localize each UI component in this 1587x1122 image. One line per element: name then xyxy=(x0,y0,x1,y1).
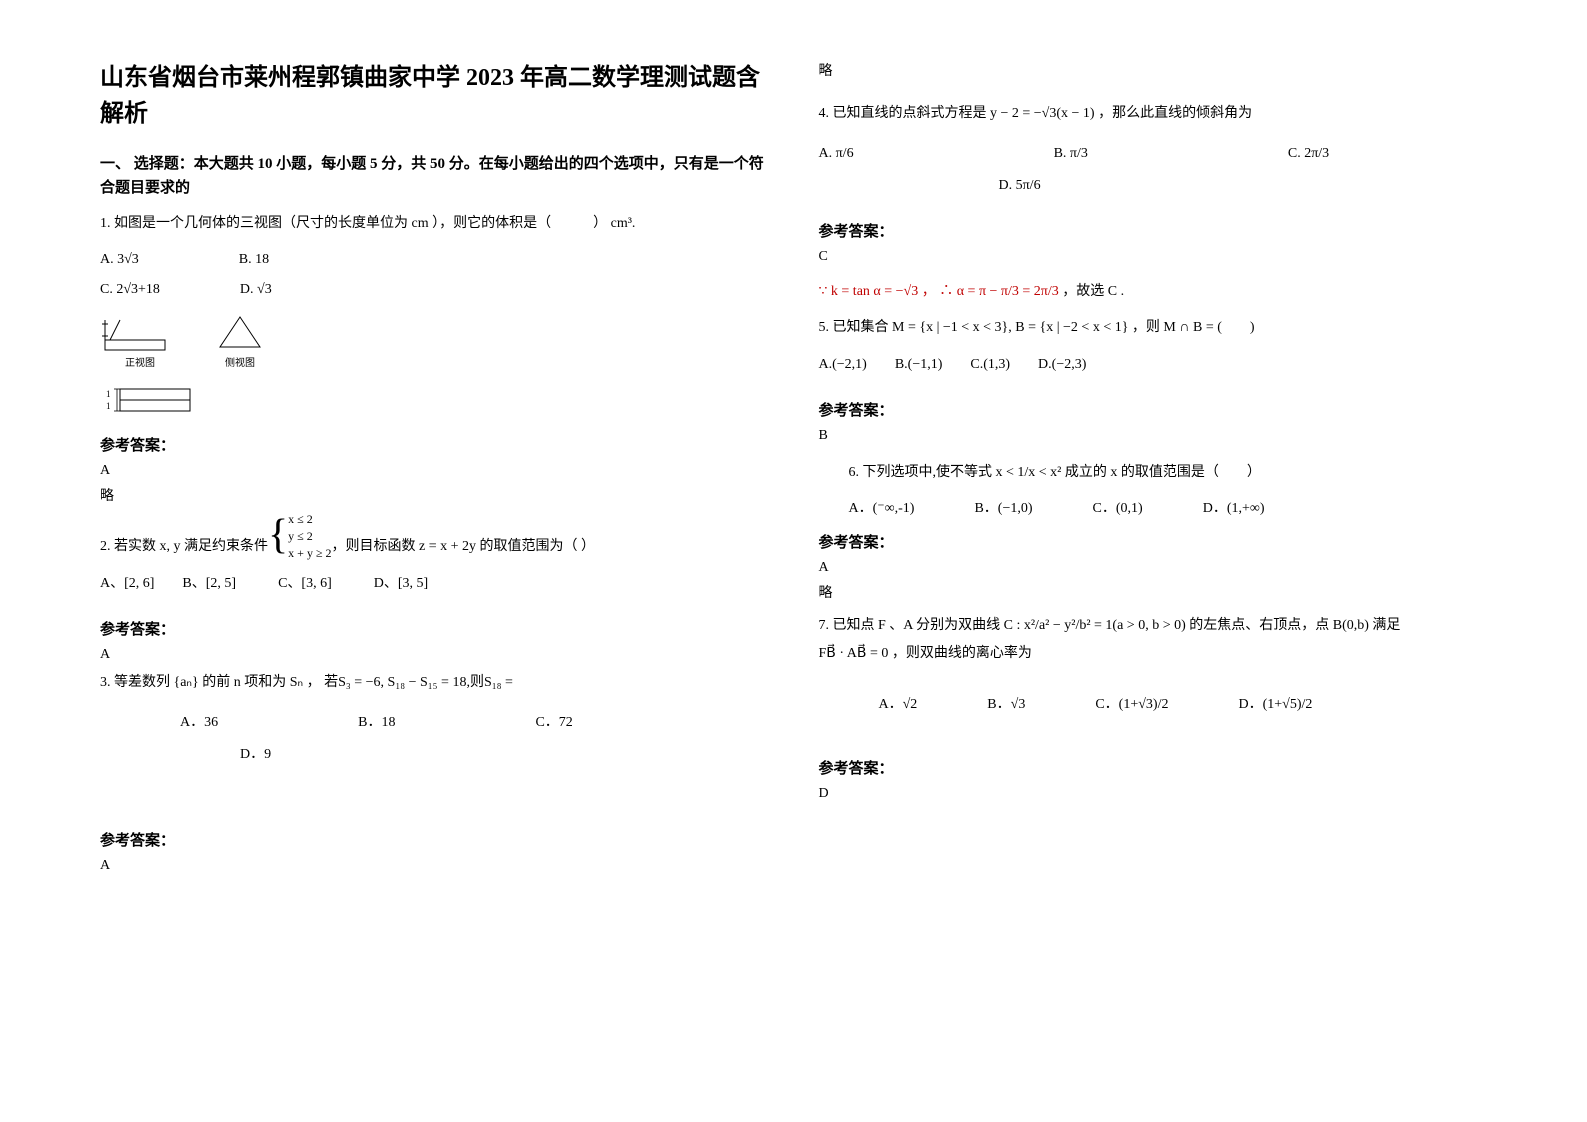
q1-opt-d: D. √3 xyxy=(240,276,272,304)
q7-text-post: ，则双曲线的离心率为 xyxy=(892,646,1032,661)
q3-opt-c: C．72 xyxy=(535,705,572,740)
q2-c1: x ≤ 2 xyxy=(288,511,331,528)
q1-answer-label: 参考答案： xyxy=(100,434,769,455)
q1-opt-a: A. 3√3 xyxy=(100,246,139,274)
section-heading-1: 一、 选择题：本大题共 10 小题，每小题 5 分，共 50 分。在每小题给出的… xyxy=(100,152,769,200)
q4-answer: C xyxy=(819,249,1488,265)
q6-options: A．(⁻∞,-1) B．(−1,0) C．(0,1) D．(1,+∞) xyxy=(849,495,1488,523)
q4-sol-red: ∴ α = π − π/3 = 2π/3 xyxy=(939,284,1059,299)
q3-opt-a: A．36 xyxy=(180,705,218,740)
q4-opt-a: A. π/6 xyxy=(819,136,854,171)
q3-answer-label: 参考答案： xyxy=(100,829,769,850)
q2-c2: y ≤ 2 xyxy=(288,528,331,545)
q6-ineq: x < 1/x < x² xyxy=(996,465,1062,480)
q2-text-post: ，则目标函数 z = x + 2y 的取值范围为（ ） xyxy=(332,533,596,561)
q3-note: 略 xyxy=(819,60,1488,80)
q6-text: 6. 下列选项中,使不等式 x < 1/x < x² 成立的 x 的取值范围是（… xyxy=(849,459,1488,487)
q3-answer: A xyxy=(100,858,769,874)
q1-side-view: 2 侧视图 xyxy=(210,312,270,369)
right-column: 略 4. 已知直线的点斜式方程是 y − 2 = −√3(x − 1) ，那么此… xyxy=(819,60,1488,1062)
q5-answer-label: 参考答案： xyxy=(819,399,1488,420)
q4-opt-b: B. π/3 xyxy=(1054,136,1088,171)
q4-options-row2: D. 5π/6 xyxy=(999,171,1488,202)
q4-options-row1: A. π/6 B. π/3 C. 2π/3 xyxy=(819,136,1488,171)
q4-text: 4. 已知直线的点斜式方程是 y − 2 = −√3(x − 1) ，那么此直线… xyxy=(819,100,1488,128)
q2-options: A、[2, 6] B、[2, 5] C、[3, 6] D、[3, 5] xyxy=(100,569,769,600)
q6-text-post: 成立的 x 的取值范围是（ ） xyxy=(1065,465,1261,480)
q6-note: 略 xyxy=(819,582,1488,602)
q1-note: 略 xyxy=(100,485,769,505)
q1-opt-b: B. 18 xyxy=(239,246,269,274)
q7-opt-a: A．√2 xyxy=(879,691,918,719)
q6-text-pre: 6. 下列选项中,使不等式 xyxy=(849,465,996,480)
q7-answer: D xyxy=(819,786,1488,802)
q1-opt-c: C. 2√3+18 xyxy=(100,276,160,304)
q2-text-pre: 2. 若实数 x, y 满足约束条件 xyxy=(100,533,268,561)
q1-top-view: 1 1 xyxy=(100,381,769,426)
q2-answer-label: 参考答案： xyxy=(100,618,769,639)
q5-text: 5. 已知集合 M = {x | −1 < x < 3}, B = {x | −… xyxy=(819,314,1488,342)
q6-opt-c: C．(0,1) xyxy=(1093,495,1143,523)
top-view-icon: 1 1 xyxy=(100,381,220,421)
q2-text: 2. 若实数 x, y 满足约束条件 { x ≤ 2 y ≤ 2 x + y ≥… xyxy=(100,511,769,561)
q7-answer-label: 参考答案： xyxy=(819,757,1488,778)
q1-figure-row: 3 正视图 2 侧视图 xyxy=(100,312,769,369)
q6-opt-a: A．(⁻∞,-1) xyxy=(849,495,915,523)
q7-opt-d: D．(1+√5)/2 xyxy=(1238,691,1312,719)
q3-options: A．36 B．18 C．72 D．9 xyxy=(100,705,769,781)
q7-text: 7. 已知点 F 、A 分别为双曲线 C : x²/a² − y²/b² = 1… xyxy=(819,612,1488,668)
q6-opt-d: D．(1,+∞) xyxy=(1203,495,1265,523)
side-view-label: 侧视图 xyxy=(225,354,255,369)
q7-text-pre: 7. 已知点 F 、A 分别为双曲线 xyxy=(819,618,1004,633)
q6-opt-b: B．(−1,0) xyxy=(974,495,1032,523)
q3-text: 3. 等差数列 {aₙ} 的前 n 项和为 Sₙ ， 若S₃ = −6, S₁₈… xyxy=(100,669,769,697)
q4-sol-post: ，故选 C . xyxy=(1062,284,1124,299)
q7-opt-b: B．√3 xyxy=(987,691,1025,719)
q5-answer: B xyxy=(819,428,1488,444)
q4-answer-label: 参考答案： xyxy=(819,220,1488,241)
front-view-icon: 3 xyxy=(100,312,180,352)
q4-opt-d: D. 5π/6 xyxy=(999,178,1041,193)
q1-front-view: 3 正视图 xyxy=(100,312,180,369)
left-column: 山东省烟台市莱州程郭镇曲家中学 2023 年高二数学理测试题含解析 一、 选择题… xyxy=(100,60,769,1062)
q7-curve: C : x²/a² − y²/b² = 1(a > 0, b > 0) xyxy=(1004,618,1186,633)
q7-text-mid: 的左焦点、右顶点，点 B(0,b) 满足 xyxy=(1189,618,1400,633)
q7-opt-c: C．(1+√3)/2 xyxy=(1095,691,1168,719)
q2-answer: A xyxy=(100,647,769,663)
q3-opt-b: B．18 xyxy=(358,705,395,740)
q4-opt-c: C. 2π/3 xyxy=(1288,136,1329,171)
q1-text: 1. 如图是一个几何体的三视图（尺寸的长度单位为 cm ），则它的体积是（ ） … xyxy=(100,210,769,238)
svg-text:1: 1 xyxy=(106,401,111,411)
svg-text:1: 1 xyxy=(106,389,111,399)
q1-options: A. 3√3 B. 18 C. 2√3+18 D. √3 xyxy=(100,246,769,304)
page-title: 山东省烟台市莱州程郭镇曲家中学 2023 年高二数学理测试题含解析 xyxy=(100,60,769,132)
side-view-icon: 2 xyxy=(210,312,270,352)
q6-answer-label: 参考答案： xyxy=(819,531,1488,552)
q1-answer: A xyxy=(100,463,769,479)
q7-vec: FB⃗ · AB⃗ = 0 xyxy=(819,646,889,661)
q3-opt-d: D．9 xyxy=(240,747,271,762)
front-view-label: 正视图 xyxy=(125,354,155,369)
q7-options: A．√2 B．√3 C．(1+√3)/2 D．(1+√5)/2 xyxy=(879,691,1488,719)
q5-options: A.(−2,1) B.(−1,1) C.(1,3) D.(−2,3) xyxy=(819,350,1488,381)
q4-sol-pre: ∵ k = tan α = −√3 ， xyxy=(819,284,936,299)
q2-c3: x + y ≥ 2 xyxy=(288,545,331,562)
q4-solution: ∵ k = tan α = −√3 ， ∴ α = π − π/3 = 2π/3… xyxy=(819,280,1488,300)
q6-answer: A xyxy=(819,560,1488,576)
